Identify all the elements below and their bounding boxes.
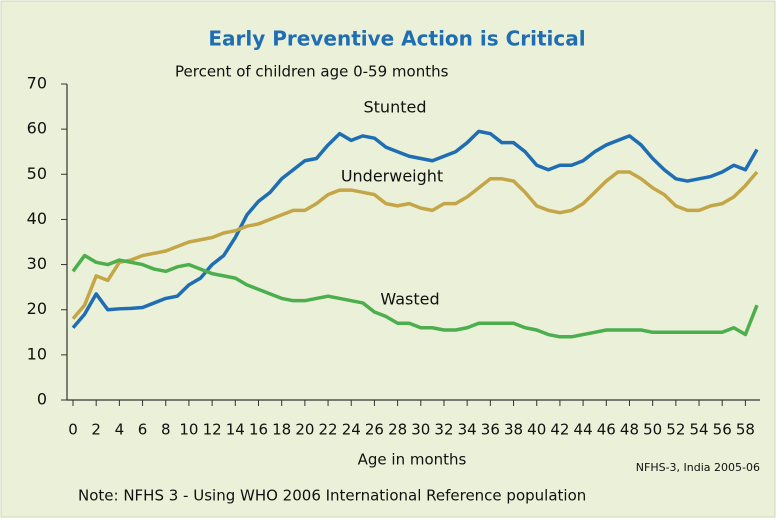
- x-tick-label: 12: [203, 421, 222, 439]
- y-tick-label: 10: [27, 344, 47, 363]
- y-tick-label: 40: [27, 209, 47, 228]
- x-tick-label: 6: [138, 421, 148, 439]
- x-tick-label: 0: [68, 421, 78, 439]
- y-tick-label: 20: [27, 299, 47, 318]
- x-tick-label: 54: [689, 421, 708, 439]
- series-line: [71, 253, 759, 339]
- x-tick-label: 28: [388, 421, 407, 439]
- y-tick-label: 0: [37, 390, 47, 409]
- x-tick-label: 34: [458, 421, 477, 439]
- x-tick-label: 14: [226, 421, 245, 439]
- subtitle: Percent of children age 0-59 months: [175, 63, 449, 81]
- x-tick-label: 56: [713, 421, 732, 439]
- y-tick-label: 50: [27, 164, 47, 183]
- x-tick-label: 50: [643, 421, 662, 439]
- x-tick-label: 42: [550, 421, 569, 439]
- x-tick-label: 10: [179, 421, 198, 439]
- x-tick-label: 30: [411, 421, 430, 439]
- x-tick-label: 18: [272, 421, 291, 439]
- x-tick-label: 38: [504, 421, 523, 439]
- x-tick-label: 46: [597, 421, 616, 439]
- x-tick-label: 26: [365, 421, 384, 439]
- y-tick-label: 70: [27, 74, 47, 93]
- x-tick-label: 4: [115, 421, 125, 439]
- x-tick-label: 32: [434, 421, 453, 439]
- source: NFHS-3, India 2005-06: [636, 461, 760, 474]
- x-tick-label: 52: [666, 421, 685, 439]
- series-line: [71, 170, 759, 320]
- x-tick-label: 48: [620, 421, 639, 439]
- x-tick-label: 58: [736, 421, 755, 439]
- note: Note: NFHS 3 - Using WHO 2006 Internatio…: [78, 487, 586, 505]
- x-tick-label: 2: [91, 421, 101, 439]
- y-tick-label: 30: [27, 254, 47, 273]
- x-tick-label: 22: [319, 421, 338, 439]
- series-line: [71, 129, 759, 329]
- chart-title: Early Preventive Action is Critical: [208, 27, 585, 51]
- x-tick-label: 20: [295, 421, 314, 439]
- y-tick-label: 60: [27, 119, 47, 138]
- x-tick-label: 40: [527, 421, 546, 439]
- series-label: Wasted: [380, 290, 439, 309]
- x-axis-label: Age in months: [358, 451, 467, 469]
- x-tick-label: 24: [342, 421, 361, 439]
- x-tick-label: 8: [161, 421, 171, 439]
- series-label: Underweight: [341, 167, 443, 186]
- x-tick-label: 16: [249, 421, 268, 439]
- x-tick-label: 36: [481, 421, 500, 439]
- x-tick-label: 44: [574, 421, 593, 439]
- series-label: Stunted: [364, 98, 427, 117]
